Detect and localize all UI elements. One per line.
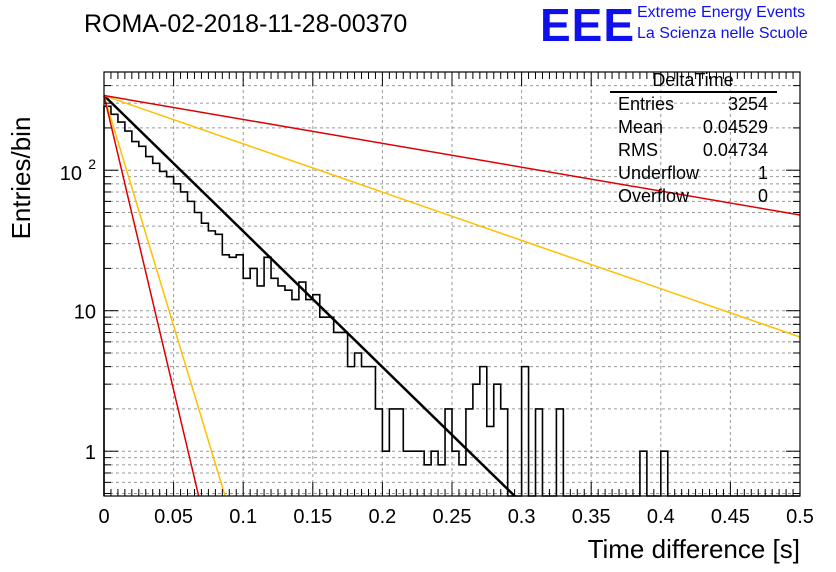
x-tick-label: 0.2: [368, 506, 396, 528]
stats-label: Entries: [618, 94, 674, 114]
y-tick-label: 1: [85, 442, 96, 464]
x-tick-label: 0.1: [229, 506, 257, 528]
y-tick-label: 10: [60, 163, 82, 185]
fit-line: [103, 94, 801, 216]
eee-logo: EEE: [540, 0, 636, 51]
logo-line-1: Extreme Energy Events: [637, 4, 806, 21]
stats-title: DeltaTime: [652, 70, 733, 90]
stats-value: 0: [758, 186, 768, 206]
x-tick-label: 0.45: [711, 506, 750, 528]
stats-label: Mean: [618, 117, 663, 137]
axis-labels: Time difference [s] Entries/bin: [6, 117, 800, 564]
x-tick-label: 0.3: [508, 506, 536, 528]
y-tick-exponent: 2: [88, 156, 96, 172]
stats-value: 3254: [728, 94, 768, 114]
fit-line: [103, 95, 200, 497]
y-axis-title: Entries/bin: [6, 117, 36, 240]
x-tick-label: 0: [98, 506, 109, 528]
stats-label: Underflow: [618, 163, 700, 183]
x-tick-label: 0.15: [293, 506, 332, 528]
fit-line: [103, 94, 516, 497]
x-tick-label: 0.4: [647, 506, 675, 528]
y-tick-label: 10: [74, 302, 96, 324]
plot-frame: 0 0.05 0.1 0.15 0.2 0.25 0.3 0.35 0.4 0.45 0.51101…: [60, 71, 814, 528]
stats-value: 0.04529: [703, 117, 768, 137]
stats-value: 1: [758, 163, 768, 183]
stats-label: Overflow: [618, 186, 690, 206]
chart-title: ROMA-02-2018-11-28-00370: [84, 10, 408, 38]
fit-line: [103, 94, 801, 338]
x-tick-label: 0.5: [786, 506, 814, 528]
x-tick-label: 0.35: [572, 506, 611, 528]
stats-value: 0.04734: [703, 140, 768, 160]
logo-line-2: La Scienza nelle Scuole: [637, 25, 808, 42]
x-tick-label: 0.05: [154, 506, 193, 528]
x-axis-title: Time difference [s]: [588, 534, 800, 564]
fit-line: [103, 95, 226, 497]
stats-label: RMS: [618, 140, 658, 160]
stats-box: DeltaTime Entries 3254 Mean 0.04529 RMS …: [610, 70, 777, 206]
x-tick-label: 0.25: [433, 506, 472, 528]
fit-lines: [103, 94, 801, 497]
